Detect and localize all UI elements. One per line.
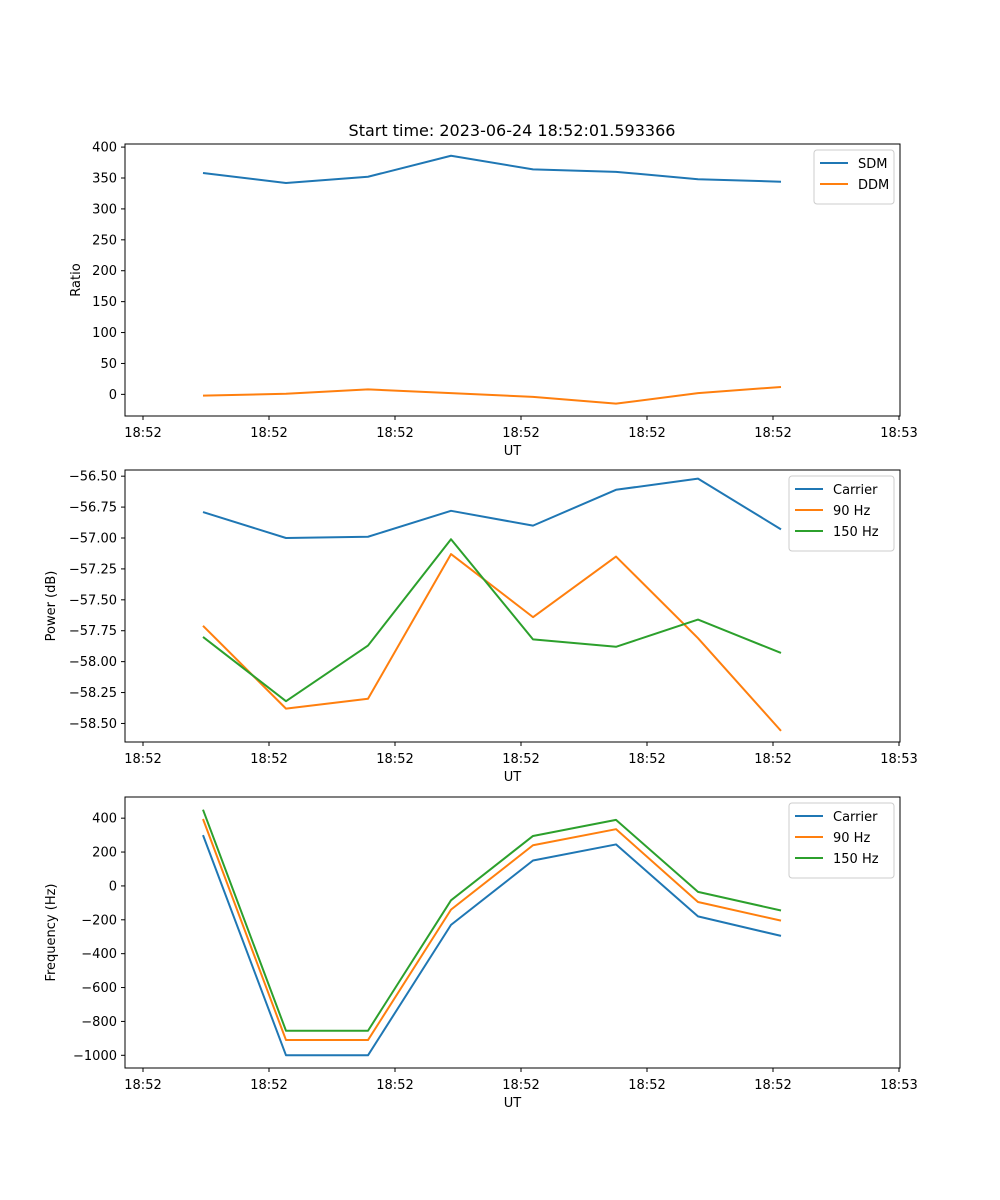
legend-box: [788, 475, 895, 552]
series-line-150-hz: [202, 809, 782, 1032]
legend-label: 90 Hz: [833, 831, 870, 846]
series-line-ddm: [202, 385, 782, 405]
x-tick-label: 18:52: [250, 752, 287, 767]
legend-label: DDM: [858, 178, 889, 193]
y-tick-label: −58.50: [69, 717, 117, 732]
y-tick-label: 250: [92, 233, 117, 248]
y-tick-label: −57.50: [69, 593, 117, 608]
y-tick-label: 0: [109, 388, 117, 403]
x-tick-label: 18:52: [250, 1078, 287, 1093]
x-tick-label: 18:52: [502, 426, 539, 441]
chart-panel-3: 18:52 18:52 18:52 18:52 18:52 18:52 18:53 400 20…: [44, 796, 918, 1111]
x-axis-label: UT: [504, 1096, 522, 1111]
x-tick-label: 18:52: [754, 1078, 791, 1093]
legend-label: 150 Hz: [833, 525, 879, 540]
x-tick-label: 18:52: [376, 1078, 413, 1093]
x-tick-label: 18:52: [376, 426, 413, 441]
y-tick-label: −58.00: [69, 655, 117, 670]
axes-frame: [124, 796, 901, 1069]
y-tick-label: 0: [109, 879, 117, 894]
y-tick-label: 400: [92, 812, 117, 827]
axes-frame: [124, 143, 901, 417]
y-tick-label: −56.75: [69, 501, 117, 516]
y-tick-label: −56.50: [69, 470, 117, 485]
y-axis-label: Ratio: [69, 263, 84, 296]
y-axis-label: Frequency (Hz): [44, 883, 59, 981]
x-tick-label: 18:53: [880, 1078, 917, 1093]
legend-label: 90 Hz: [833, 504, 870, 519]
x-tick-label: 18:53: [880, 426, 917, 441]
chart-panel-1: 18:52 18:52 18:52 18:52 18:52 18:52 18:53 0 50 10…: [69, 141, 918, 459]
y-tick-label: −800: [81, 1015, 117, 1030]
y-tick-label: 350: [92, 172, 117, 187]
y-tick-label: −200: [81, 913, 117, 928]
legend-label: Carrier: [833, 810, 878, 825]
y-tick-label: −58.25: [69, 686, 117, 701]
series-line-carrier: [202, 477, 782, 539]
y-tick-label: −1000: [73, 1049, 117, 1064]
x-tick-label: 18:53: [880, 752, 917, 767]
x-tick-label: 18:52: [124, 426, 161, 441]
legend-box: [788, 802, 895, 879]
x-tick-label: 18:52: [628, 1078, 665, 1093]
series-line-150-hz: [202, 538, 782, 703]
x-tick-label: 18:52: [502, 752, 539, 767]
y-tick-label: −57.25: [69, 562, 117, 577]
legend-label: SDM: [858, 157, 887, 172]
x-tick-label: 18:52: [124, 1078, 161, 1093]
chart-panel-2: 18:52 18:52 18:52 18:52 18:52 18:52 18:53 −56.5…: [44, 469, 918, 785]
series-line-90-hz: [202, 818, 782, 1042]
x-tick-label: 18:52: [376, 752, 413, 767]
y-tick-label: −400: [81, 947, 117, 962]
y-tick-label: 300: [92, 202, 117, 217]
legend: Carrier 90 Hz 150 Hz: [788, 475, 895, 552]
x-tick-label: 18:52: [628, 752, 665, 767]
y-tick-label: −600: [81, 981, 117, 996]
y-tick-label: 150: [92, 295, 117, 310]
x-tick-label: 18:52: [754, 426, 791, 441]
y-axis-label: Power (dB): [44, 571, 59, 642]
x-tick-label: 18:52: [754, 752, 791, 767]
y-tick-label: −57.00: [69, 532, 117, 547]
legend-label: 150 Hz: [833, 852, 879, 867]
x-axis-label: UT: [504, 444, 522, 459]
y-tick-label: 50: [100, 357, 117, 372]
x-tick-label: 18:52: [628, 426, 665, 441]
legend-label: Carrier: [833, 483, 878, 498]
series-line-sdm: [202, 154, 782, 184]
x-axis-label: UT: [504, 770, 522, 785]
legend: Carrier 90 Hz 150 Hz: [788, 802, 895, 879]
series-line-carrier: [202, 834, 782, 1057]
y-tick-label: 400: [92, 141, 117, 156]
y-tick-label: 200: [92, 846, 117, 861]
y-tick-label: −57.75: [69, 624, 117, 639]
axes-frame: [124, 469, 901, 743]
y-tick-label: 200: [92, 264, 117, 279]
series-line-90-hz: [202, 553, 782, 732]
y-tick-label: 100: [92, 326, 117, 341]
x-tick-label: 18:52: [124, 752, 161, 767]
legend: SDM DDM: [813, 149, 895, 205]
x-tick-label: 18:52: [502, 1078, 539, 1093]
figure-title: Start time: 2023-06-24 18:52:01.593366: [349, 121, 676, 140]
x-tick-label: 18:52: [250, 426, 287, 441]
